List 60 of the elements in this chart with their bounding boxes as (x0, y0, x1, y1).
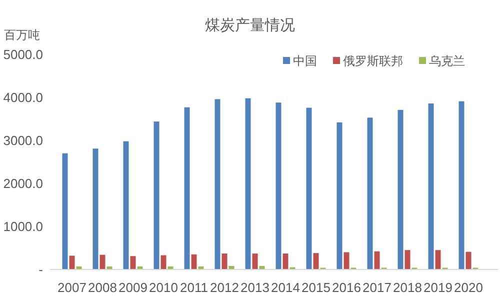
bar (222, 254, 228, 269)
bar (160, 255, 166, 269)
bar (428, 103, 434, 269)
y-tick-label: 3000.0 (3, 133, 43, 148)
x-tick-label: 2017 (362, 280, 392, 295)
bar (276, 102, 282, 269)
bar (62, 153, 68, 269)
x-tick-label: 2015 (302, 280, 330, 295)
bar (404, 250, 410, 269)
x-tick-label: 2018 (393, 280, 422, 295)
bar (245, 98, 251, 269)
bar (306, 108, 312, 269)
x-tick-label: 2019 (424, 280, 452, 295)
bar (92, 148, 98, 269)
bar (435, 250, 441, 269)
y-axis-title: 百万吨 (4, 28, 40, 42)
x-tick-label: 2007 (58, 280, 86, 295)
bar (130, 256, 136, 269)
bar (123, 141, 129, 269)
x-tick-label: 2008 (88, 280, 117, 295)
y-tick-label: 4000.0 (3, 90, 43, 105)
x-tick-label: 2011 (180, 280, 208, 295)
legend-label: 中国 (293, 54, 317, 68)
x-tick-label: 2012 (210, 280, 239, 295)
bar (191, 254, 197, 269)
bar (69, 256, 75, 269)
bar (154, 122, 160, 269)
x-tick-label: 2014 (271, 280, 300, 295)
chart-title: 煤炭产量情况 (205, 17, 295, 34)
x-tick-label: 2016 (332, 280, 361, 295)
bar (100, 254, 106, 269)
legend-label: 俄罗斯联邦 (343, 54, 403, 68)
bar (137, 266, 143, 269)
bar (214, 99, 220, 269)
bar (466, 252, 472, 269)
x-tick-label: 2010 (149, 280, 178, 295)
bar (336, 122, 342, 269)
bar (252, 254, 258, 269)
bar (259, 266, 265, 269)
bar (198, 266, 204, 269)
bar (282, 254, 288, 269)
y-tick-label: 1000.0 (3, 219, 43, 234)
bar (313, 253, 319, 269)
bar (76, 266, 82, 269)
x-tick-label: 2009 (118, 280, 148, 295)
x-tick-label: 2020 (454, 280, 483, 295)
bar (184, 107, 190, 269)
bar (168, 266, 174, 269)
y-tick-label: - (38, 262, 43, 277)
bar (367, 118, 373, 269)
legend-label: 乌克兰 (429, 54, 465, 68)
bar (228, 266, 234, 269)
bar (398, 110, 404, 269)
bar (458, 101, 464, 269)
y-tick-label: 2000.0 (3, 176, 43, 191)
x-tick-label: 2013 (240, 280, 270, 295)
bar (106, 266, 112, 269)
bar (344, 252, 350, 269)
bar (374, 251, 380, 269)
y-tick-label: 5000.0 (3, 47, 43, 62)
